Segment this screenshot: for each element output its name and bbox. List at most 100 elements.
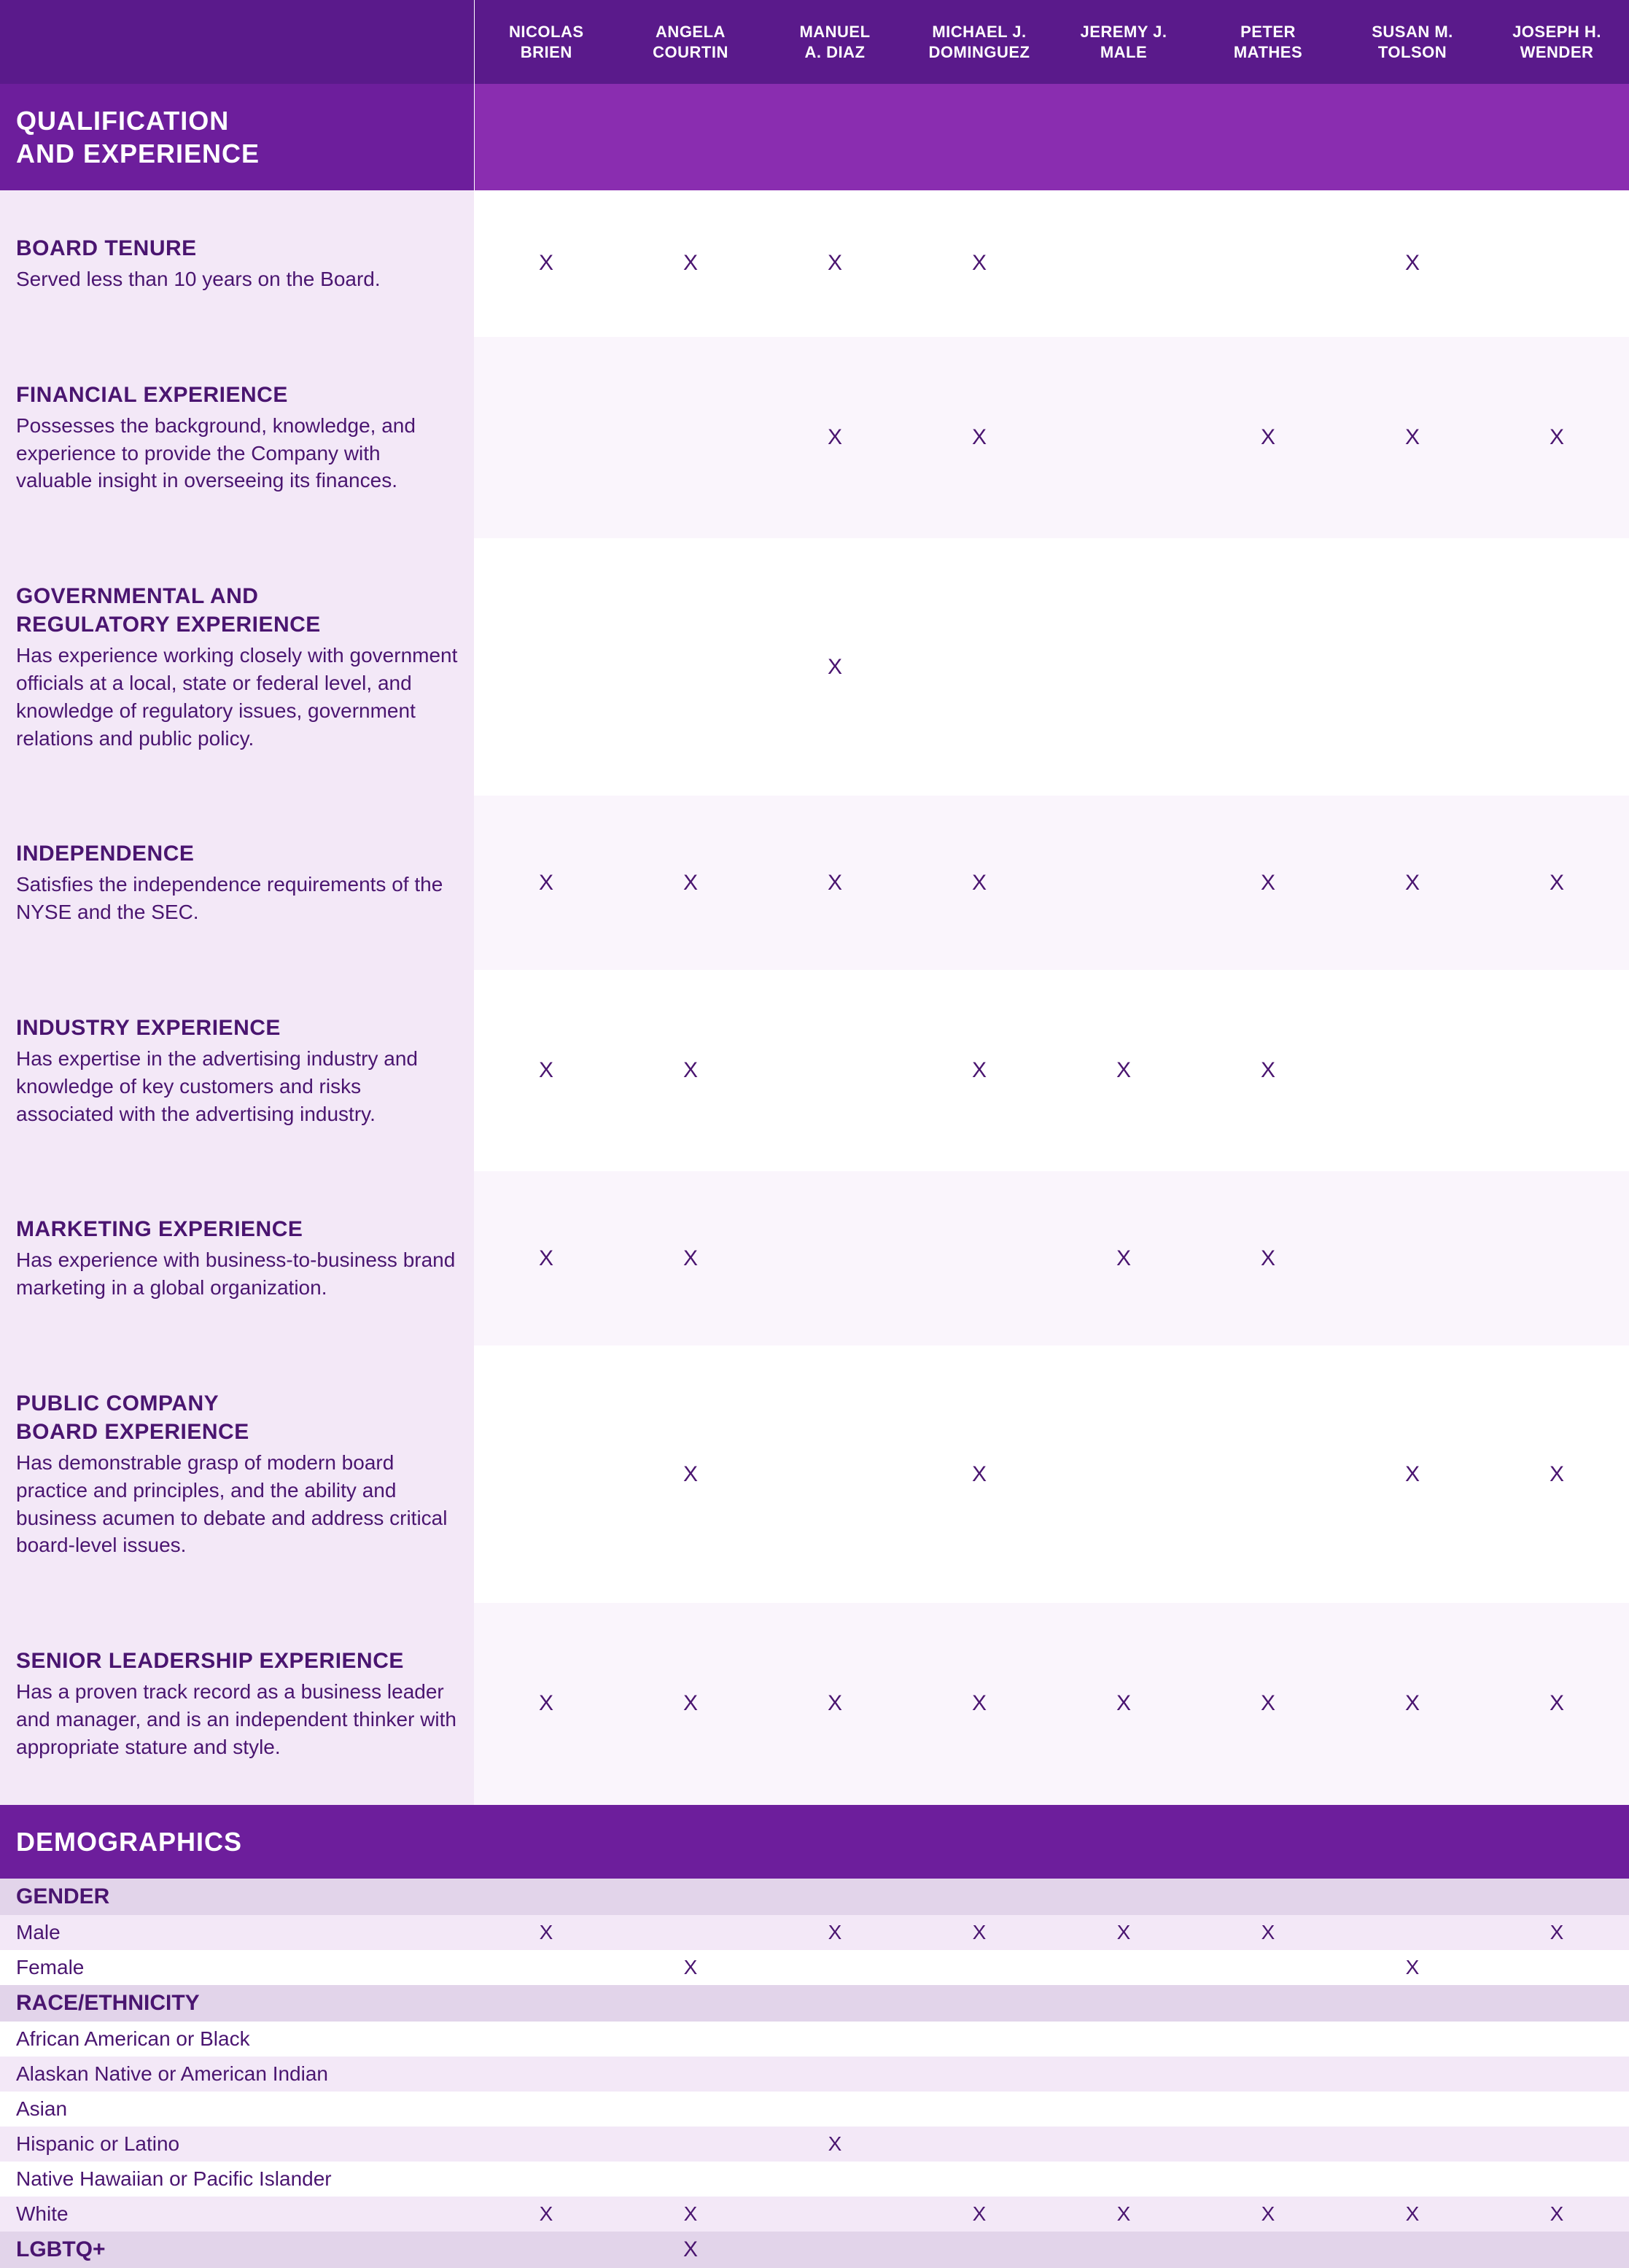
demographics-mark bbox=[1051, 2092, 1196, 2127]
qualification-mark bbox=[1340, 1171, 1485, 1345]
demographics-mark bbox=[474, 2022, 618, 2057]
demographics-mark bbox=[907, 2232, 1051, 2268]
demographics-mark bbox=[763, 2022, 907, 2057]
demographics-mark: X bbox=[618, 1950, 763, 1985]
demographics-subheading-row: LGBTQ+X bbox=[0, 2232, 1629, 2268]
demographics-mark: X bbox=[1485, 2197, 1629, 2232]
demographics-subheading: RACE/ETHNICITY bbox=[0, 1985, 1629, 2022]
demographics-mark bbox=[1051, 2232, 1196, 2268]
qualification-row: INDEPENDENCESatisfies the independence r… bbox=[0, 796, 1629, 970]
qualification-mark: X bbox=[1485, 1603, 1629, 1804]
qualification-title: PUBLIC COMPANYBOARD EXPERIENCE bbox=[16, 1389, 458, 1446]
demographics-mark bbox=[1485, 2232, 1629, 2268]
qualification-mark: X bbox=[474, 1171, 618, 1345]
qualification-mark: X bbox=[763, 1603, 907, 1804]
demographics-mark: X bbox=[763, 2127, 907, 2162]
demographics-mark bbox=[1340, 2162, 1485, 2197]
demographics-mark bbox=[1196, 2127, 1340, 2162]
demographics-label: Alaskan Native or American Indian bbox=[0, 2057, 474, 2092]
demographics-mark bbox=[1340, 2057, 1485, 2092]
demographics-row: Alaskan Native or American Indian bbox=[0, 2057, 1629, 2092]
qualification-mark: X bbox=[907, 796, 1051, 970]
demographics-mark bbox=[1485, 1950, 1629, 1985]
demographics-mark bbox=[763, 2197, 907, 2232]
demographics-row: WhiteXXXXXXX bbox=[0, 2197, 1629, 2232]
person-header: JEREMY J.MALE bbox=[1051, 0, 1196, 84]
qualification-mark bbox=[474, 538, 618, 796]
qualification-mark: X bbox=[1051, 970, 1196, 1171]
qualification-mark: X bbox=[1051, 1171, 1196, 1345]
qualification-mark: X bbox=[1485, 796, 1629, 970]
demographics-mark bbox=[907, 2057, 1051, 2092]
demographics-mark bbox=[618, 2092, 763, 2127]
qualification-mark bbox=[1051, 1345, 1196, 1603]
qualification-mark: X bbox=[474, 190, 618, 337]
demographics-mark bbox=[1051, 2127, 1196, 2162]
person-header: PETERMATHES bbox=[1196, 0, 1340, 84]
demographics-row: Hispanic or LatinoX bbox=[0, 2127, 1629, 2162]
qualification-mark: X bbox=[763, 190, 907, 337]
demographics-row: Native Hawaiian or Pacific Islander bbox=[0, 2162, 1629, 2197]
demographics-mark bbox=[1196, 2232, 1340, 2268]
demographics-mark bbox=[1340, 2092, 1485, 2127]
demographics-mark bbox=[1485, 2162, 1629, 2197]
qualification-mark bbox=[1196, 1345, 1340, 1603]
qualification-row: MARKETING EXPERIENCE Has experience with … bbox=[0, 1171, 1629, 1345]
demographics-row: MaleXXXXXX bbox=[0, 1915, 1629, 1950]
qualification-mark: X bbox=[1340, 337, 1485, 538]
demographics-mark bbox=[1485, 2127, 1629, 2162]
qualification-label-cell: INDUSTRY EXPERIENCEHas expertise in the … bbox=[0, 970, 474, 1171]
qualification-mark: X bbox=[1340, 190, 1485, 337]
qualification-row: BOARD TENUREServed less than 10 years on… bbox=[0, 190, 1629, 337]
demographics-label: Native Hawaiian or Pacific Islander bbox=[0, 2162, 474, 2197]
demographics-mark: X bbox=[1051, 2197, 1196, 2232]
qualification-mark bbox=[1051, 190, 1196, 337]
demographics-subheading-row: RACE/ETHNICITY bbox=[0, 1985, 1629, 2022]
demographics-mark bbox=[1485, 2092, 1629, 2127]
qualification-desc: Has experience with business-to-business… bbox=[16, 1246, 458, 1302]
demographics-row: Asian bbox=[0, 2092, 1629, 2127]
demographics-mark bbox=[618, 2127, 763, 2162]
qualification-mark bbox=[1485, 190, 1629, 337]
demographics-mark bbox=[763, 2162, 907, 2197]
qualification-title: MARKETING EXPERIENCE bbox=[16, 1215, 458, 1243]
demographics-label: Male bbox=[0, 1915, 474, 1950]
demographics-mark bbox=[474, 2127, 618, 2162]
qualification-mark bbox=[1196, 538, 1340, 796]
person-header: NICOLASBRIEN bbox=[474, 0, 618, 84]
qualification-mark bbox=[1340, 970, 1485, 1171]
qualification-mark: X bbox=[618, 970, 763, 1171]
person-header: JOSEPH H.WENDER bbox=[1485, 0, 1629, 84]
qualification-mark: X bbox=[1196, 1171, 1340, 1345]
qualification-desc: Has experience working closely with gove… bbox=[16, 642, 458, 752]
demographics-mark bbox=[763, 1950, 907, 1985]
qualification-title: BOARD TENURE bbox=[16, 234, 458, 263]
demographics-mark bbox=[618, 2022, 763, 2057]
qualification-mark bbox=[618, 337, 763, 538]
qualification-mark bbox=[1051, 796, 1196, 970]
demographics-mark bbox=[474, 2232, 618, 2268]
demographics-mark bbox=[1196, 1950, 1340, 1985]
demographics-mark bbox=[1340, 1915, 1485, 1950]
demographics-mark: X bbox=[763, 1915, 907, 1950]
qualification-mark: X bbox=[1340, 796, 1485, 970]
demographics-label: White bbox=[0, 2197, 474, 2232]
demographics-subheading: LGBTQ+ bbox=[0, 2232, 474, 2268]
qualification-mark: X bbox=[763, 796, 907, 970]
person-header: ANGELACOURTIN bbox=[618, 0, 763, 84]
demographics-mark bbox=[907, 2162, 1051, 2197]
section-spacer bbox=[474, 84, 1629, 190]
qualification-mark: X bbox=[763, 337, 907, 538]
person-header: SUSAN M.TOLSON bbox=[1340, 0, 1485, 84]
qualification-mark bbox=[1340, 538, 1485, 796]
qualification-title: FINANCIAL EXPERIENCE bbox=[16, 381, 458, 409]
qualification-mark bbox=[763, 1171, 907, 1345]
demographics-row: FemaleXX bbox=[0, 1950, 1629, 1985]
demographics-mark: X bbox=[907, 1915, 1051, 1950]
demographics-subheading: GENDER bbox=[0, 1879, 1629, 1915]
header-blank bbox=[0, 0, 474, 84]
qualification-desc: Served less than 10 years on the Board. bbox=[16, 265, 458, 293]
demographics-label: Female bbox=[0, 1950, 474, 1985]
qualification-mark: X bbox=[1340, 1603, 1485, 1804]
qualification-mark bbox=[907, 538, 1051, 796]
